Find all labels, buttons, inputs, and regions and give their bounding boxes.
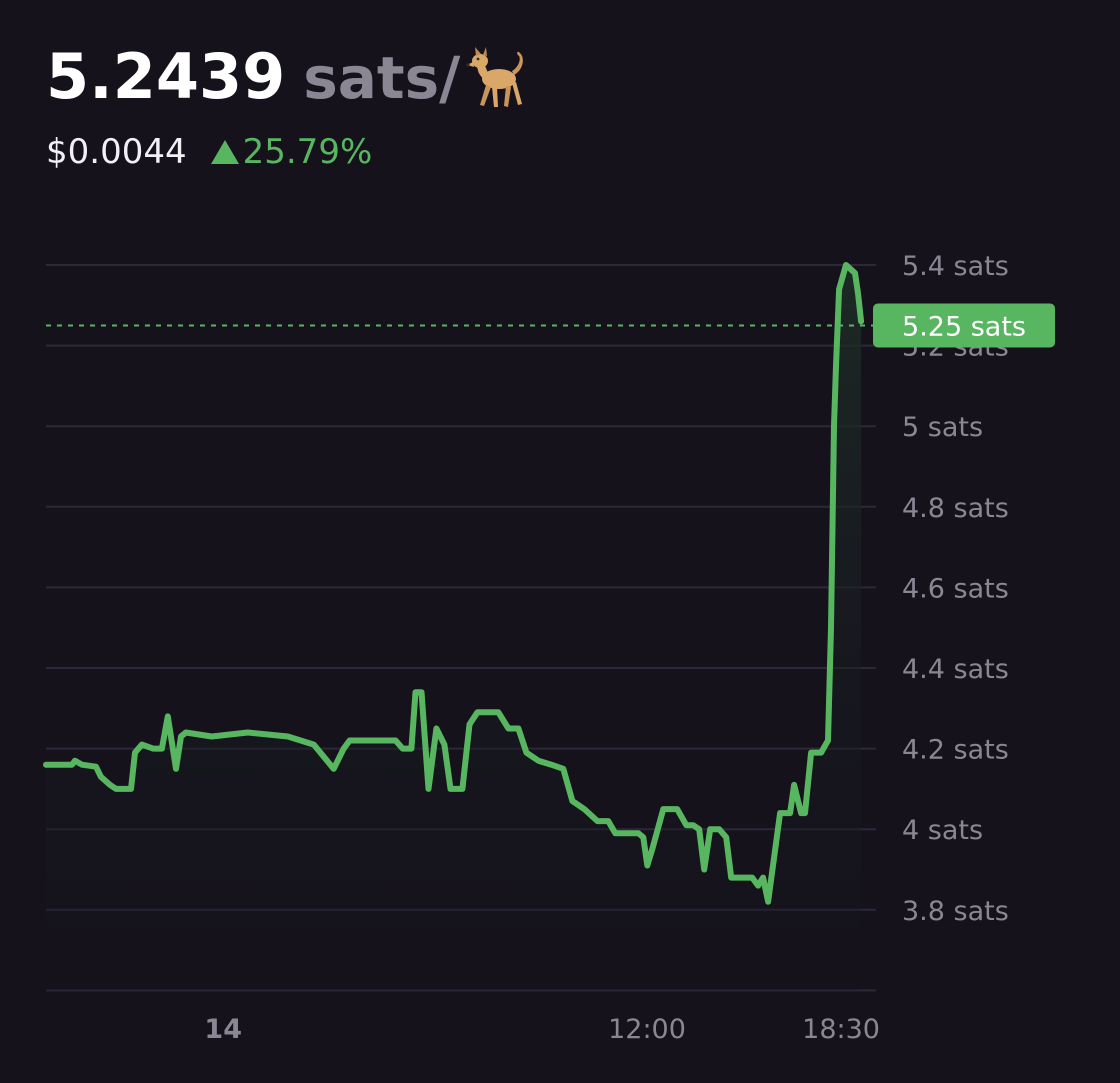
- dog-icon: [466, 45, 536, 115]
- x-axis-labels: 14 12:00 18:30: [204, 1014, 880, 1045]
- change-percent: 25.79%: [242, 132, 373, 172]
- series-line-group: [43, 262, 865, 905]
- price-header: 5.2439 sats/: [46, 40, 536, 172]
- usd-price: $0.0044: [46, 132, 187, 172]
- area-fill: [46, 265, 862, 991]
- sub-price-row: $0.0044 25.79%: [46, 132, 536, 172]
- x-tick-label: 12:00: [608, 1014, 686, 1045]
- y-tick-label: 4.8 sats: [902, 493, 1009, 524]
- price-row: 5.2439 sats/: [46, 40, 536, 124]
- price-value: 5.2439: [46, 40, 286, 113]
- y-tick-label: 4.2 sats: [902, 735, 1009, 766]
- series-line: [43, 262, 865, 905]
- price-unit: sats/: [303, 44, 461, 112]
- y-tick-label: 3.8 sats: [902, 896, 1009, 927]
- y-tick-label: 4.4 sats: [902, 654, 1009, 685]
- triangle-up-icon: [210, 140, 239, 164]
- current-value-marker: 5.25 sats: [46, 303, 1055, 348]
- change-indicator: 25.79%: [210, 132, 373, 172]
- y-tick-label: 4 sats: [902, 815, 983, 846]
- x-tick-label: 14: [204, 1014, 242, 1045]
- y-tick-label: 5.4 sats: [902, 251, 1009, 282]
- y-tick-label: 5 sats: [902, 412, 983, 443]
- current-value-tag: [873, 303, 1055, 348]
- y-tick-label: 4.6 sats: [902, 573, 1009, 604]
- current-value-label: 5.25 sats: [902, 311, 1026, 342]
- x-tick-label: 18:30: [802, 1014, 880, 1045]
- series-area: [46, 265, 862, 991]
